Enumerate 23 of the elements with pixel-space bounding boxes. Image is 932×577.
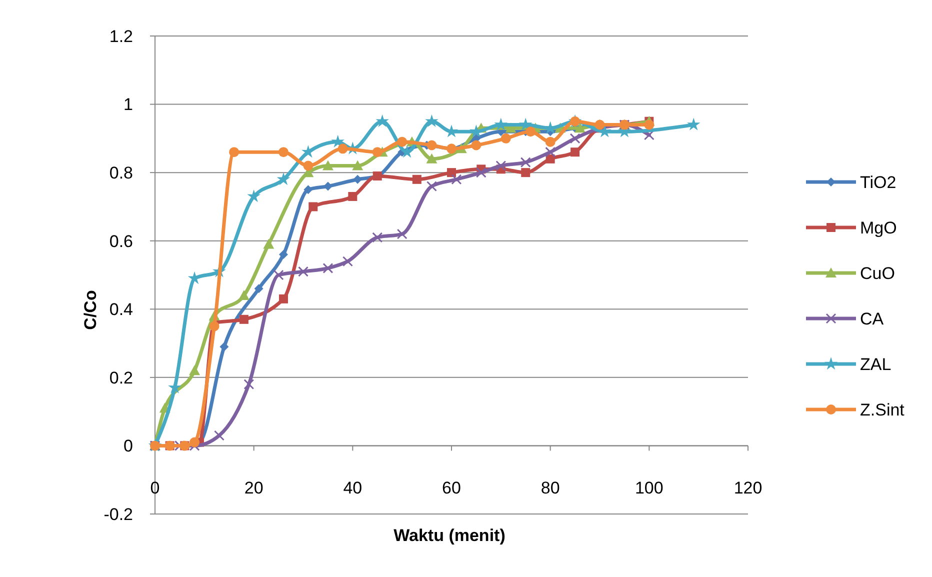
y-tick-label: 0.8 (109, 164, 133, 183)
x-tick-label: 20 (244, 478, 264, 498)
x-tick-label: 60 (442, 478, 461, 498)
y-tick-label: 0.2 (109, 368, 133, 388)
y-tick-label: 0 (124, 436, 133, 456)
legend-label: TiO2 (860, 172, 896, 192)
legend-label: CuO (860, 264, 895, 283)
y-tick-label: 1.2 (109, 26, 133, 46)
legend-label: ZAL (860, 354, 892, 374)
legend-label: CA (860, 309, 884, 328)
y-tick-label: -0.2 (104, 504, 133, 524)
x-tick-label: 40 (343, 478, 362, 498)
x-tick-label: 80 (540, 478, 560, 498)
legend-label: MgO (860, 218, 897, 238)
y-tick-label: 1 (124, 95, 133, 114)
y-tick-label: 0.6 (109, 232, 133, 251)
x-axis-title: Waktu (menit) (394, 526, 506, 545)
y-tick-label: 0.4 (109, 300, 133, 320)
x-tick-label: 120 (734, 478, 762, 498)
legend-label: Z.Sint (860, 400, 905, 420)
x-tick-label: 0 (150, 478, 160, 498)
y-axis-title: C/Co (81, 290, 100, 330)
x-tick-label: 100 (634, 478, 664, 498)
